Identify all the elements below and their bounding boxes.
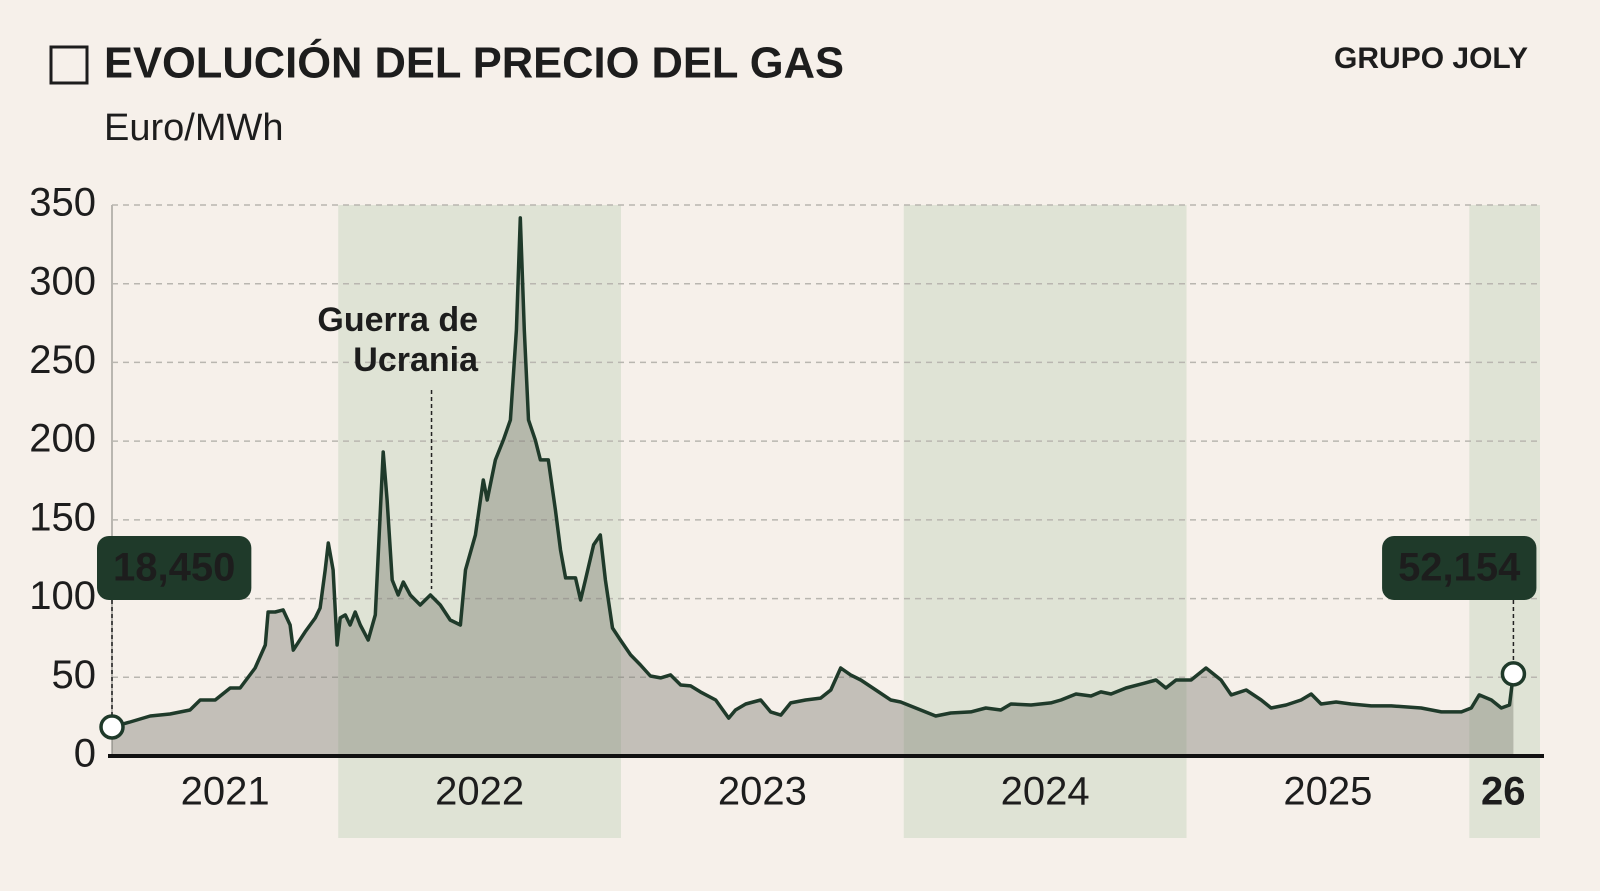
year-band: [903, 205, 1187, 838]
point-marker: [1500, 661, 1527, 687]
value-label: 18,450: [113, 546, 235, 590]
value-label: 52,154: [1398, 546, 1521, 590]
y-tick-label: 0: [74, 732, 96, 776]
value-label-box: [1382, 536, 1537, 600]
plot: [108, 204, 1544, 758]
x-tick-label: 2022: [435, 770, 524, 814]
y-tick-label: 50: [52, 653, 97, 697]
annotation-text: Ucrania: [353, 341, 479, 379]
y-tick-label: 350: [29, 181, 96, 225]
x-tick-label: 2023: [718, 770, 807, 814]
value-label-box: [97, 536, 252, 600]
y-tick-label: 200: [29, 417, 96, 461]
x-tick-label: 2025: [1283, 770, 1372, 814]
year-band: [338, 205, 621, 838]
bands: [338, 205, 1540, 838]
source: GRUPO JOLY: [1334, 42, 1528, 75]
annotation-text: Guerra de: [317, 301, 478, 339]
chart-title: EVOLUCIÓN DEL PRECIO DEL GAS: [104, 38, 844, 88]
year-band: [1469, 205, 1540, 838]
y-tick-label: 300: [29, 259, 96, 303]
y-tick-label: 250: [29, 338, 96, 382]
x-tick-label: 26: [1481, 770, 1526, 814]
x-tick-label: 2024: [1001, 770, 1090, 814]
y-tick-label: 100: [29, 574, 96, 618]
x-tick-label: 2021: [181, 770, 270, 814]
chart-subtitle: Euro/MWh: [104, 107, 283, 149]
line: [111, 216, 1516, 729]
y-tick-label: 150: [29, 495, 96, 539]
title-icon: [49, 45, 89, 85]
point-marker: [99, 714, 125, 740]
